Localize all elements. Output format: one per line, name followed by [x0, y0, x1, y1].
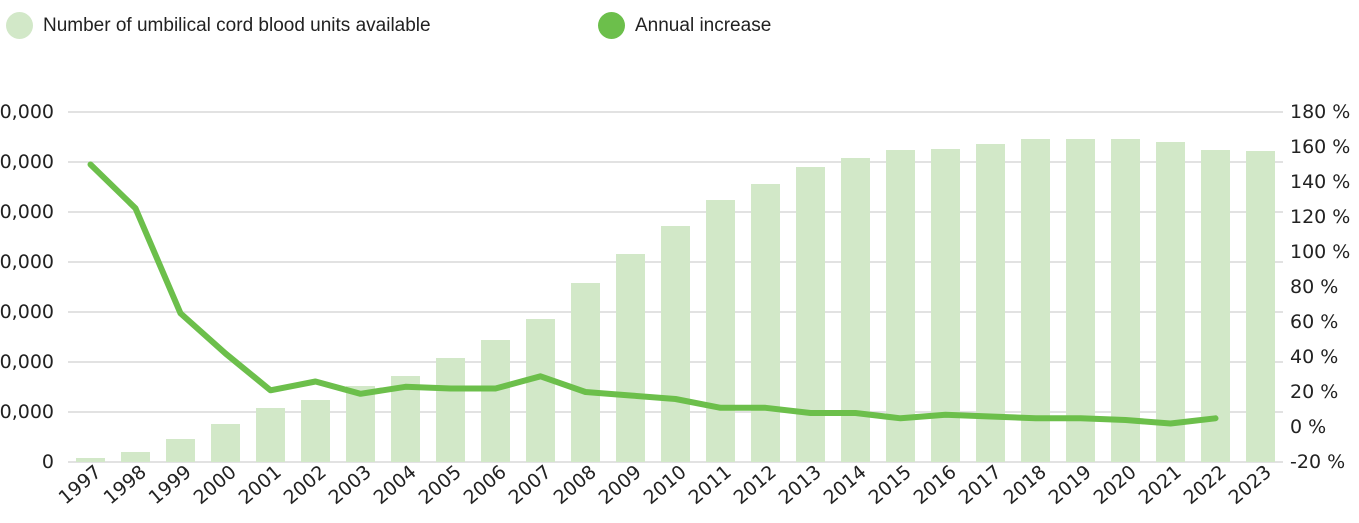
bar	[166, 439, 195, 462]
bar	[121, 452, 150, 462]
bar	[976, 144, 1005, 462]
x-tick-label: 1998	[100, 461, 151, 509]
bar	[1021, 139, 1050, 462]
y-right-tick-label: 160 %	[1290, 136, 1350, 158]
bar	[436, 358, 465, 462]
x-tick-label: 2015	[865, 461, 916, 509]
bar	[301, 400, 330, 462]
x-axis: 1997199819992000200120022003200420052006…	[55, 461, 1276, 509]
x-tick-label: 2014	[820, 461, 871, 509]
y-axis-right: -20 % 0 % 20 % 40 % 60 % 80 % 100 % 120 % 140 % 1…	[1290, 101, 1350, 473]
y-right-tick-label: 40 %	[1290, 346, 1338, 368]
y-left-tick-label: 150,000	[0, 301, 54, 323]
x-tick-label: 2006	[460, 461, 511, 509]
x-tick-label: 2004	[370, 461, 421, 509]
x-tick-label: 2021	[1135, 461, 1186, 509]
bar	[616, 254, 645, 462]
bar	[526, 319, 555, 462]
bar	[571, 283, 600, 462]
y-left-tick-label: 250,000	[0, 201, 54, 223]
y-left-tick-label: 350,000	[0, 101, 54, 123]
legend-swatch-increase	[598, 12, 625, 39]
legend-item-increase: Annual increase	[598, 12, 771, 39]
x-tick-label: 2002	[280, 461, 331, 509]
bar	[1156, 142, 1185, 462]
bar	[931, 149, 960, 462]
x-tick-label: 2007	[505, 461, 556, 509]
x-tick-label: 2023	[1225, 461, 1276, 509]
bar-series	[76, 139, 1275, 462]
y-left-tick-label: 300,000	[0, 151, 54, 173]
bar	[256, 408, 285, 462]
bar	[751, 184, 780, 462]
line-series	[87, 161, 1219, 427]
legend-swatch-units	[6, 12, 33, 39]
x-tick-label: 2008	[550, 461, 601, 509]
x-tick-label: 2020	[1090, 461, 1141, 509]
y-right-tick-label: 80 %	[1290, 276, 1338, 298]
y-right-tick-label: 120 %	[1290, 206, 1350, 228]
x-tick-label: 2022	[1180, 461, 1231, 509]
y-right-tick-label: 60 %	[1290, 311, 1338, 333]
x-tick-label: 2003	[325, 461, 376, 509]
y-right-tick-label: 0 %	[1290, 416, 1326, 438]
y-right-tick-label: 180 %	[1290, 101, 1350, 123]
y-right-tick-label: 140 %	[1290, 171, 1350, 193]
x-tick-label: 2018	[1000, 461, 1051, 509]
x-tick-label: 2000	[190, 461, 241, 509]
x-tick-label: 2012	[730, 461, 781, 509]
bar	[886, 150, 915, 462]
legend-label-increase: Annual increase	[635, 14, 772, 36]
legend-item-units: Number of umbilical cord blood units ava…	[6, 12, 431, 39]
x-tick-label: 2009	[595, 461, 646, 509]
legend: Number of umbilical cord blood units ava…	[0, 12, 1359, 40]
y-left-tick-label: 0	[42, 451, 54, 473]
y-right-tick-label: 20 %	[1290, 381, 1338, 403]
bar	[706, 200, 735, 462]
x-tick-label: 2013	[775, 461, 826, 509]
annual-increase-line	[87, 161, 1219, 427]
x-tick-label: 2016	[910, 461, 961, 509]
bar	[1246, 151, 1275, 462]
legend-label-units: Number of umbilical cord blood units ava…	[43, 14, 431, 36]
x-tick-label: 2005	[415, 461, 466, 509]
bar	[481, 340, 510, 462]
bar	[1111, 139, 1140, 462]
y-axis-left: 0 50,000 100,000 150,000 200,000 250,000 300,0…	[0, 101, 54, 473]
x-tick-label: 2010	[640, 461, 691, 509]
bar	[796, 167, 825, 462]
bar	[1066, 139, 1095, 462]
bar	[661, 226, 690, 462]
y-left-tick-label: 200,000	[0, 251, 54, 273]
y-right-tick-label: -20 %	[1290, 451, 1345, 473]
x-tick-label: 2011	[685, 461, 736, 509]
x-tick-label: 2019	[1045, 461, 1096, 509]
x-tick-label: 2017	[955, 461, 1006, 509]
bar	[76, 458, 105, 462]
y-left-tick-label: 50,000	[0, 401, 54, 423]
y-left-tick-label: 100,000	[0, 351, 54, 373]
bar	[346, 386, 375, 462]
x-tick-label: 2001	[235, 461, 286, 509]
y-right-tick-label: 100 %	[1290, 241, 1350, 263]
bar	[1201, 150, 1230, 462]
x-tick-label: 1999	[145, 461, 196, 509]
x-tick-label: 1997	[55, 461, 106, 509]
bar	[211, 424, 240, 462]
